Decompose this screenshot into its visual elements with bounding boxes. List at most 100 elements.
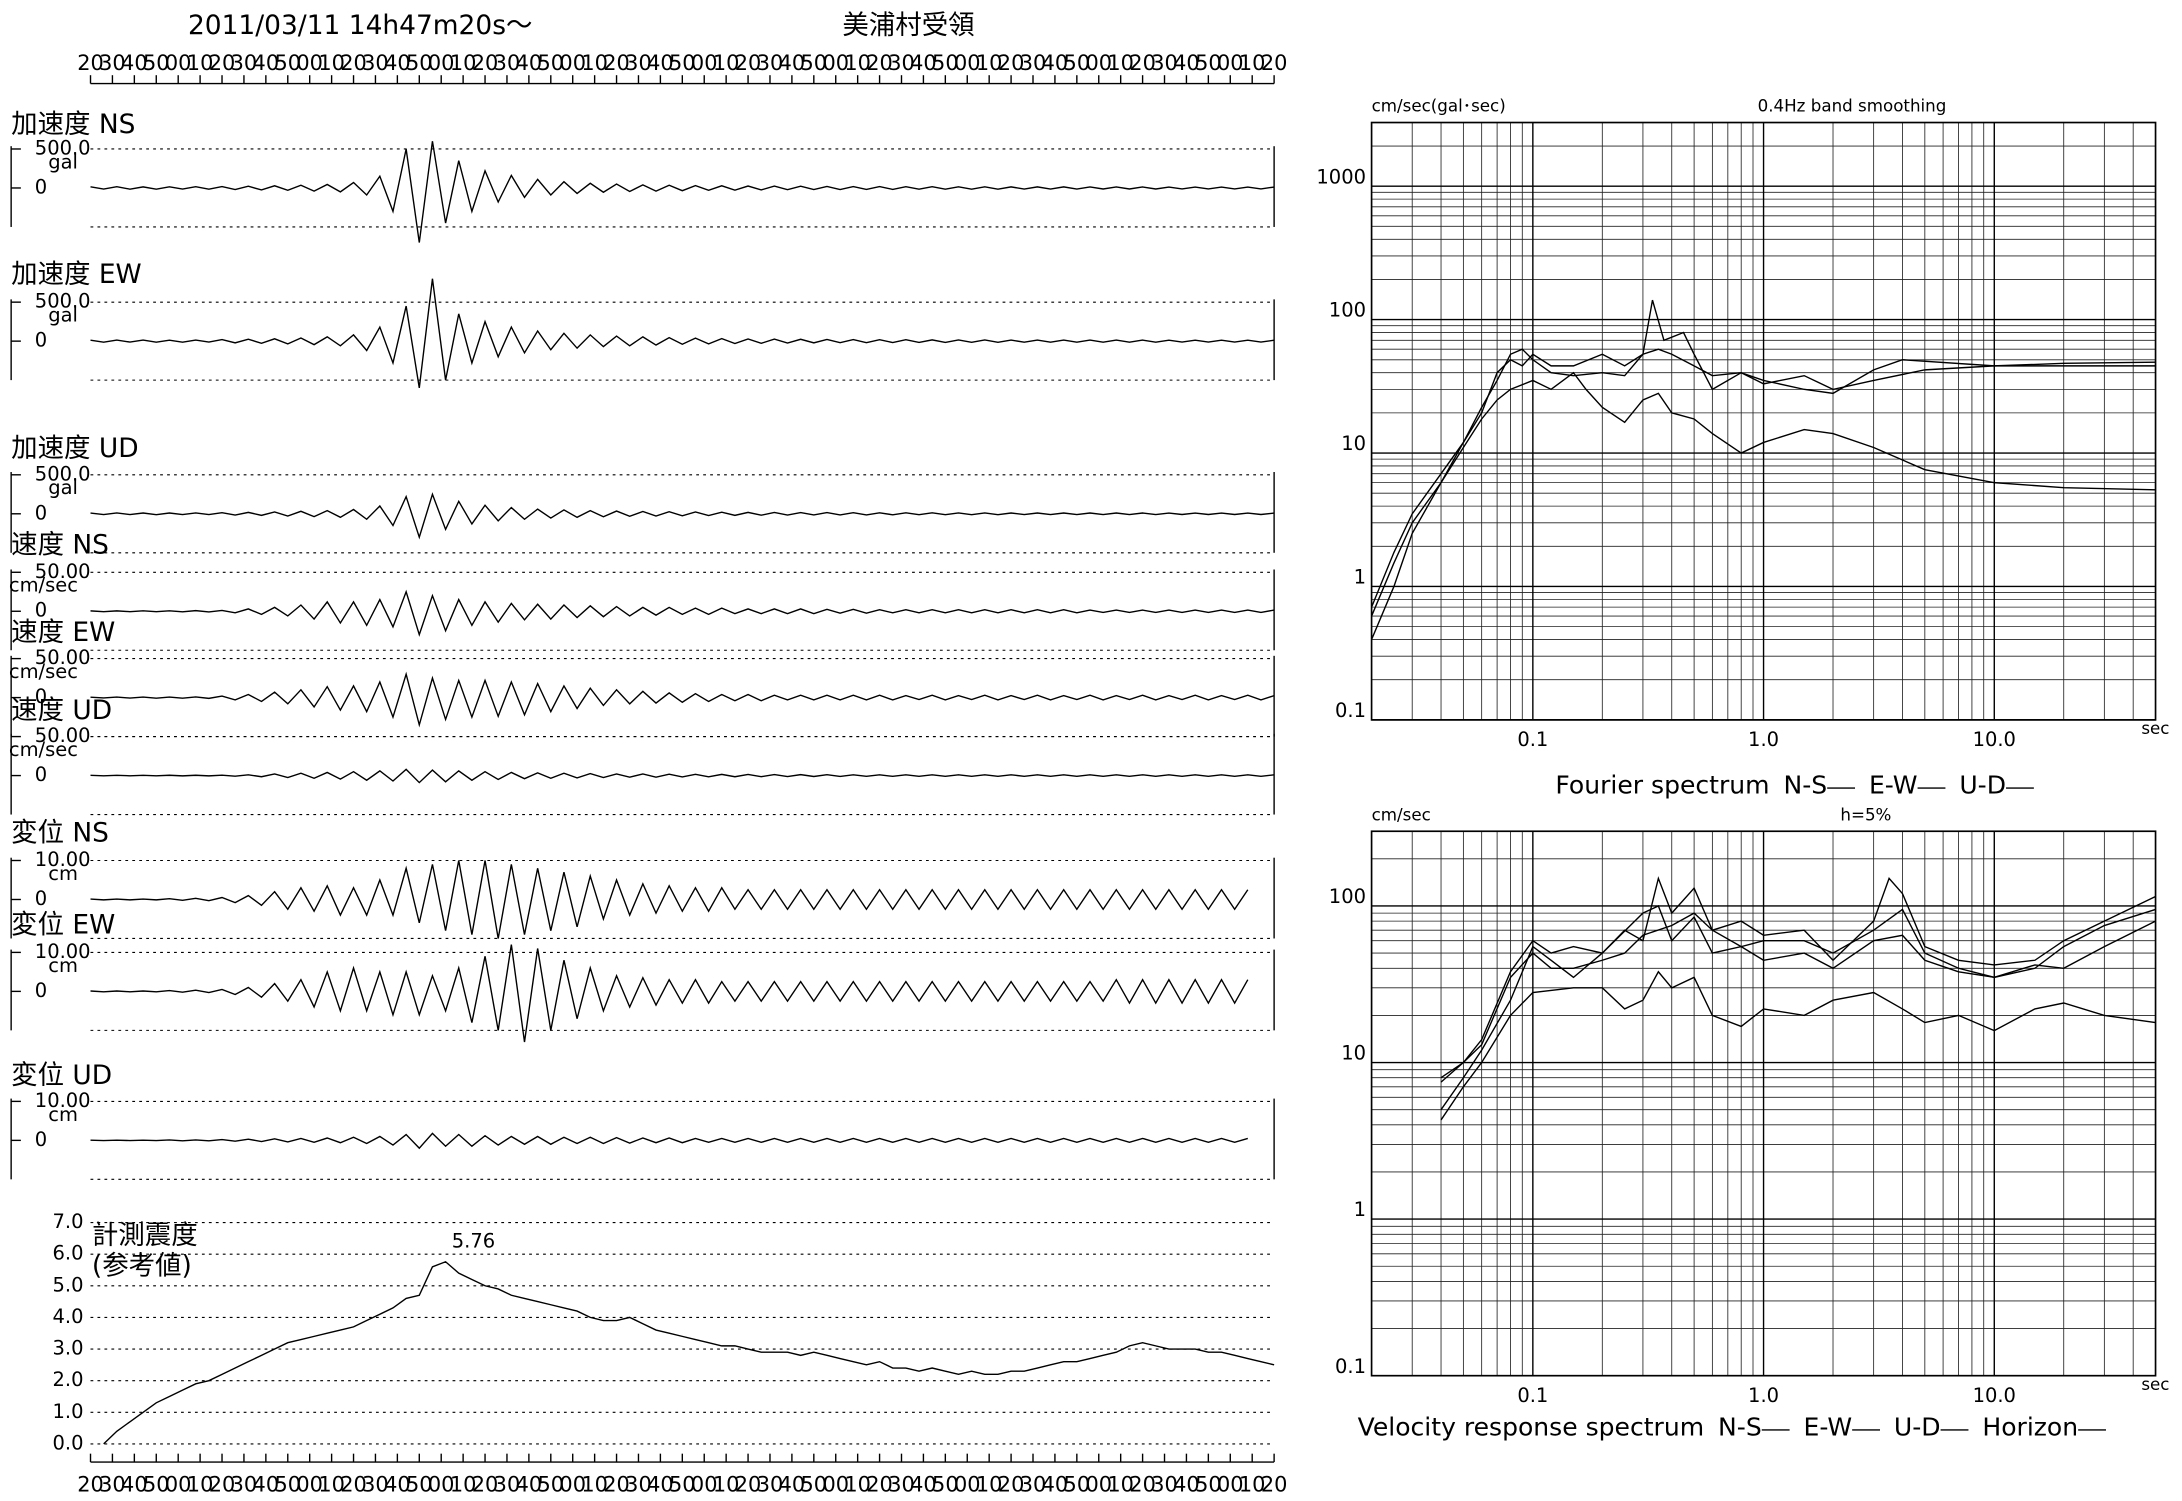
plot-frame (1370, 121, 2157, 721)
x-tick-label: 10 (844, 1473, 871, 1497)
x-tick-label: 30 (888, 1473, 915, 1497)
x-tick-label: 1.0 (1748, 728, 1779, 751)
x-tick-label: 10 (187, 1473, 214, 1497)
x-tick-label: 30 (625, 51, 652, 75)
x-tick-label: 50 (1064, 51, 1091, 75)
x-tick-label: 50 (406, 1473, 433, 1497)
x-tick-label: 00 (822, 1473, 849, 1497)
waveform-trace (90, 1132, 1249, 1150)
spectrum-line (1370, 371, 2156, 640)
y-tick-label: 7.0 (53, 1210, 84, 1233)
y-tick-label: 100 (1329, 299, 1366, 322)
y-tick-label: 0 (35, 1128, 47, 1151)
x-tick-label: 10 (976, 51, 1003, 75)
x-tick-label: 20 (998, 1473, 1025, 1497)
y-tick-label: 0.1 (1335, 699, 1366, 722)
x-tick-label: 00 (822, 51, 849, 75)
x-tick-label: 50 (406, 51, 433, 75)
panel-title: 速度 UD (11, 695, 112, 726)
x-tick-label: 0.1 (1517, 728, 1548, 751)
unit-label: cm/sec (9, 738, 78, 761)
waveform-trace (90, 944, 1249, 1043)
panel-title: 加速度 EW (11, 259, 142, 290)
x-tick-label: 00 (428, 1473, 455, 1497)
x-tick-label: 20 (866, 51, 893, 75)
legend-label: U-D (1959, 771, 2006, 800)
x-tick-label: 40 (1173, 1473, 1200, 1497)
x-tick-label: 10 (581, 51, 608, 75)
x-tick-label: 50 (143, 1473, 170, 1497)
x-tick-label: 40 (910, 51, 937, 75)
x-tick-label: 30 (757, 1473, 784, 1497)
waveform-trace (90, 671, 1275, 728)
x-tick-label: 0.1 (1517, 1384, 1548, 1407)
x-tick-label: 40 (779, 1473, 806, 1497)
waveform-trace (90, 278, 1275, 389)
y-tick-label: 500.0 (35, 290, 91, 313)
x-tick-label: 10 (713, 1473, 740, 1497)
x-tick-label: 20 (1129, 1473, 1156, 1497)
x-tick-label: 50 (274, 51, 301, 75)
panel-title: 加速度 NS (11, 109, 135, 140)
x-tick-label: 00 (428, 51, 455, 75)
x-tick-label: 40 (1042, 1473, 1069, 1497)
waveform-trace (90, 589, 1275, 637)
x-tick-label: 20 (209, 51, 236, 75)
x-tick-label: 40 (384, 51, 411, 75)
y-tick-label: 10 (1341, 432, 1366, 455)
y-tick-label: 1 (1354, 566, 1366, 589)
y-tick-label: 50.00 (35, 646, 91, 669)
y-tick-label: 0.0 (53, 1431, 84, 1454)
x-tick-label: 30 (757, 51, 784, 75)
x-tick-label: 00 (296, 1473, 323, 1497)
waveform-trace (90, 768, 1275, 784)
x-tick-label: 10 (450, 1473, 477, 1497)
panel-title: 加速度 UD (11, 433, 138, 464)
x-tick-label: 20 (603, 51, 630, 75)
x-tick-label: 50 (669, 1473, 696, 1497)
x-tick-label: 10 (581, 1473, 608, 1497)
x-tick-label: 30 (494, 1473, 521, 1497)
x-tick-label: 30 (231, 1473, 258, 1497)
x-tick-label: 30 (1151, 1473, 1178, 1497)
x-tick-label: 10 (450, 51, 477, 75)
spectrum-line (1370, 348, 2156, 617)
unit-label: cm (48, 862, 78, 885)
x-tick-label: 10 (1239, 51, 1266, 75)
waveform-trace (90, 492, 1275, 540)
unit-label: cm (48, 954, 78, 977)
x-tick-label: 20 (866, 1473, 893, 1497)
y-axis-label: cm/sec (1372, 804, 1431, 824)
x-tick-label: 40 (647, 51, 674, 75)
x-tick-label: 00 (165, 1473, 192, 1497)
y-tick-label: 3.0 (53, 1337, 84, 1360)
y-tick-label: 0 (35, 685, 47, 708)
y-tick-label: 0 (35, 329, 47, 352)
x-tick-label: 40 (779, 51, 806, 75)
legend-label: U-D (1894, 1413, 1941, 1442)
x-tick-label: 40 (910, 1473, 937, 1497)
x-tick-label: 40 (1173, 51, 1200, 75)
x-tick-label: 20 (340, 51, 367, 75)
y-tick-label: 5.0 (53, 1273, 84, 1296)
x-tick-label: 10 (318, 51, 345, 75)
x-tick-label: 50 (143, 51, 170, 75)
x-tick-label: 30 (1020, 51, 1047, 75)
x-tick-label: 00 (691, 51, 718, 75)
x-tick-label: 20 (1261, 1473, 1288, 1497)
x-tick-label: 10 (713, 51, 740, 75)
y-tick-label: 1 (1354, 1198, 1366, 1221)
x-tick-label: 20 (77, 1473, 104, 1497)
subtitle: h=5% (1840, 804, 1891, 824)
y-tick-label: 0 (35, 979, 47, 1002)
x-tick-label: 50 (538, 51, 565, 75)
x-tick-label: 30 (1020, 1473, 1047, 1497)
x-tick-label: 40 (121, 1473, 148, 1497)
x-tick-label: 20 (472, 51, 499, 75)
annotation: (参考値) (92, 1251, 192, 1282)
plot-frame (1370, 830, 2157, 1377)
panel-title: 変位 NS (11, 818, 109, 849)
y-tick-label: 500.0 (35, 136, 91, 159)
x-tick-label: 10 (1107, 1473, 1134, 1497)
